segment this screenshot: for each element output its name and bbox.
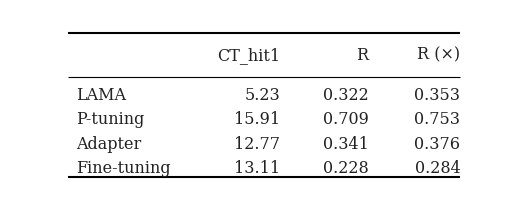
Text: R (×): R (×) xyxy=(417,47,460,64)
Text: 0.709: 0.709 xyxy=(322,111,368,128)
Text: 13.11: 13.11 xyxy=(234,160,281,177)
Text: 0.284: 0.284 xyxy=(415,160,460,177)
Text: 5.23: 5.23 xyxy=(245,87,281,104)
Text: 12.77: 12.77 xyxy=(234,135,281,152)
Text: 0.753: 0.753 xyxy=(414,111,460,128)
Text: Adapter: Adapter xyxy=(76,135,142,152)
Text: CT_hit1: CT_hit1 xyxy=(217,47,281,64)
Text: 0.376: 0.376 xyxy=(414,135,460,152)
Text: Fine-tuning: Fine-tuning xyxy=(76,160,171,177)
Text: 0.228: 0.228 xyxy=(322,160,368,177)
Text: P-tuning: P-tuning xyxy=(76,111,145,128)
Text: 0.322: 0.322 xyxy=(322,87,368,104)
Text: R: R xyxy=(357,47,368,64)
Text: 15.91: 15.91 xyxy=(234,111,281,128)
Text: 0.353: 0.353 xyxy=(414,87,460,104)
Text: LAMA: LAMA xyxy=(76,87,126,104)
Text: 0.341: 0.341 xyxy=(322,135,368,152)
